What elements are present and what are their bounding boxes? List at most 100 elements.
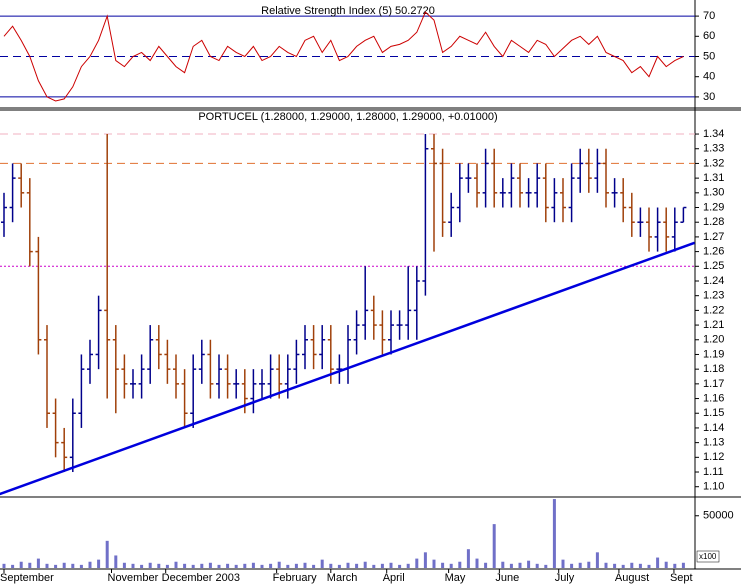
y-tick-label: 1.33	[703, 143, 724, 155]
volume-bar	[681, 562, 685, 568]
y-tick-label: 1.20	[703, 334, 724, 346]
volume-bar	[243, 563, 247, 568]
volume-bar	[613, 563, 617, 568]
volume-bar	[183, 563, 187, 568]
volume-bar	[54, 564, 58, 568]
volume-bar	[664, 561, 668, 568]
volume-bar	[122, 562, 126, 568]
y-tick-label: 1.31	[703, 172, 724, 184]
y-tick-label: 1.26	[703, 246, 724, 258]
y-tick-label: 1.32	[703, 157, 724, 169]
volume-bar	[329, 563, 333, 568]
volume-bar	[140, 564, 144, 568]
y-tick-label: 1.14	[703, 422, 724, 434]
trendline	[0, 241, 696, 496]
x-tick-label: February	[273, 572, 318, 584]
volume-bar	[174, 561, 178, 568]
volume-bar	[458, 561, 462, 568]
volume-bar	[71, 563, 75, 568]
y-tick-label: 70	[703, 10, 715, 22]
volume-bar	[484, 562, 488, 568]
volume-bar	[11, 564, 15, 568]
volume-bar	[19, 561, 23, 568]
x-tick-label: September	[0, 572, 54, 584]
volume-bar	[398, 564, 402, 568]
volume-bar	[45, 563, 49, 568]
volume-bar	[312, 564, 316, 568]
volume-bar	[578, 562, 582, 568]
y-tick-label: 1.12	[703, 451, 724, 463]
y-tick-label: 1.13	[703, 437, 724, 449]
y-tick-label: 1.15	[703, 407, 724, 419]
volume-bar	[466, 549, 470, 568]
volume-bar	[552, 499, 556, 568]
y-tick-label: 1.17	[703, 378, 724, 390]
y-tick-label: 1.10	[703, 481, 724, 493]
volume-bar	[105, 540, 109, 568]
y-tick-label: 1.29	[703, 201, 724, 213]
x-tick-label: March	[327, 572, 358, 584]
volume-bar	[2, 563, 6, 568]
volume-bar	[303, 562, 307, 568]
volume-bar	[79, 564, 83, 568]
y-tick-label: 1.25	[703, 260, 724, 272]
x-tick-label: Sept	[670, 572, 693, 584]
volume-bar	[131, 563, 135, 568]
volume-bar	[518, 562, 522, 568]
volume-bar	[527, 560, 531, 568]
volume-bar	[595, 552, 599, 568]
volume-bar	[638, 563, 642, 568]
unit-box	[696, 550, 720, 563]
x-tick-label: June	[495, 572, 519, 584]
volume-bar	[200, 563, 204, 568]
y-tick-label: 50000	[703, 510, 734, 522]
volume-bar	[28, 562, 32, 568]
rsi-line	[3, 11, 684, 102]
y-tick-label: 50	[703, 50, 715, 62]
volume-bar	[372, 564, 376, 568]
y-tick-label: 1.24	[703, 275, 724, 287]
volume-bar	[234, 564, 238, 568]
y-tick-label: 30	[703, 91, 715, 103]
volume-bar	[260, 564, 264, 568]
volume-bar	[432, 559, 436, 568]
x-tick-label: May	[445, 572, 466, 584]
y-tick-label: 1.27	[703, 231, 724, 243]
volume-bar	[604, 562, 608, 568]
volume-bar	[294, 563, 298, 568]
volume-bar	[88, 561, 92, 568]
y-tick-label: 1.16	[703, 392, 724, 404]
y-tick-label: 1.18	[703, 363, 724, 375]
volume-bar	[191, 564, 195, 568]
volume-bar	[269, 563, 273, 568]
volume-bar	[415, 558, 419, 568]
volume-bar	[157, 563, 161, 568]
y-tick-label: 1.23	[703, 290, 724, 302]
volume-bar	[535, 563, 539, 568]
volume-bar	[165, 564, 169, 568]
y-tick-label: 40	[703, 71, 715, 83]
volume-bar	[423, 552, 427, 568]
volume-bar	[277, 561, 281, 568]
volume-bar	[148, 562, 152, 568]
x-tick-label: July	[555, 572, 575, 584]
panel-title: Relative Strength Index (5) 50.2720	[261, 5, 435, 17]
volume-bar	[475, 558, 479, 568]
volume-bar	[346, 562, 350, 568]
y-tick-label: 1.19	[703, 348, 724, 360]
volume-bar	[673, 563, 677, 568]
volume-bar	[587, 561, 591, 568]
volume-bar	[561, 559, 565, 568]
volume-bar	[114, 555, 118, 568]
volume-bar	[208, 562, 212, 568]
y-tick-label: 1.30	[703, 187, 724, 199]
volume-bar	[286, 564, 290, 568]
volume-bar	[630, 562, 634, 568]
y-tick-label: 1.28	[703, 216, 724, 228]
y-tick-label: 60	[703, 30, 715, 42]
volume-bar	[251, 562, 255, 568]
x-tick-label: December 2003	[162, 572, 240, 584]
volume-bar	[656, 557, 660, 568]
y-tick-label: 1.34	[703, 128, 724, 140]
